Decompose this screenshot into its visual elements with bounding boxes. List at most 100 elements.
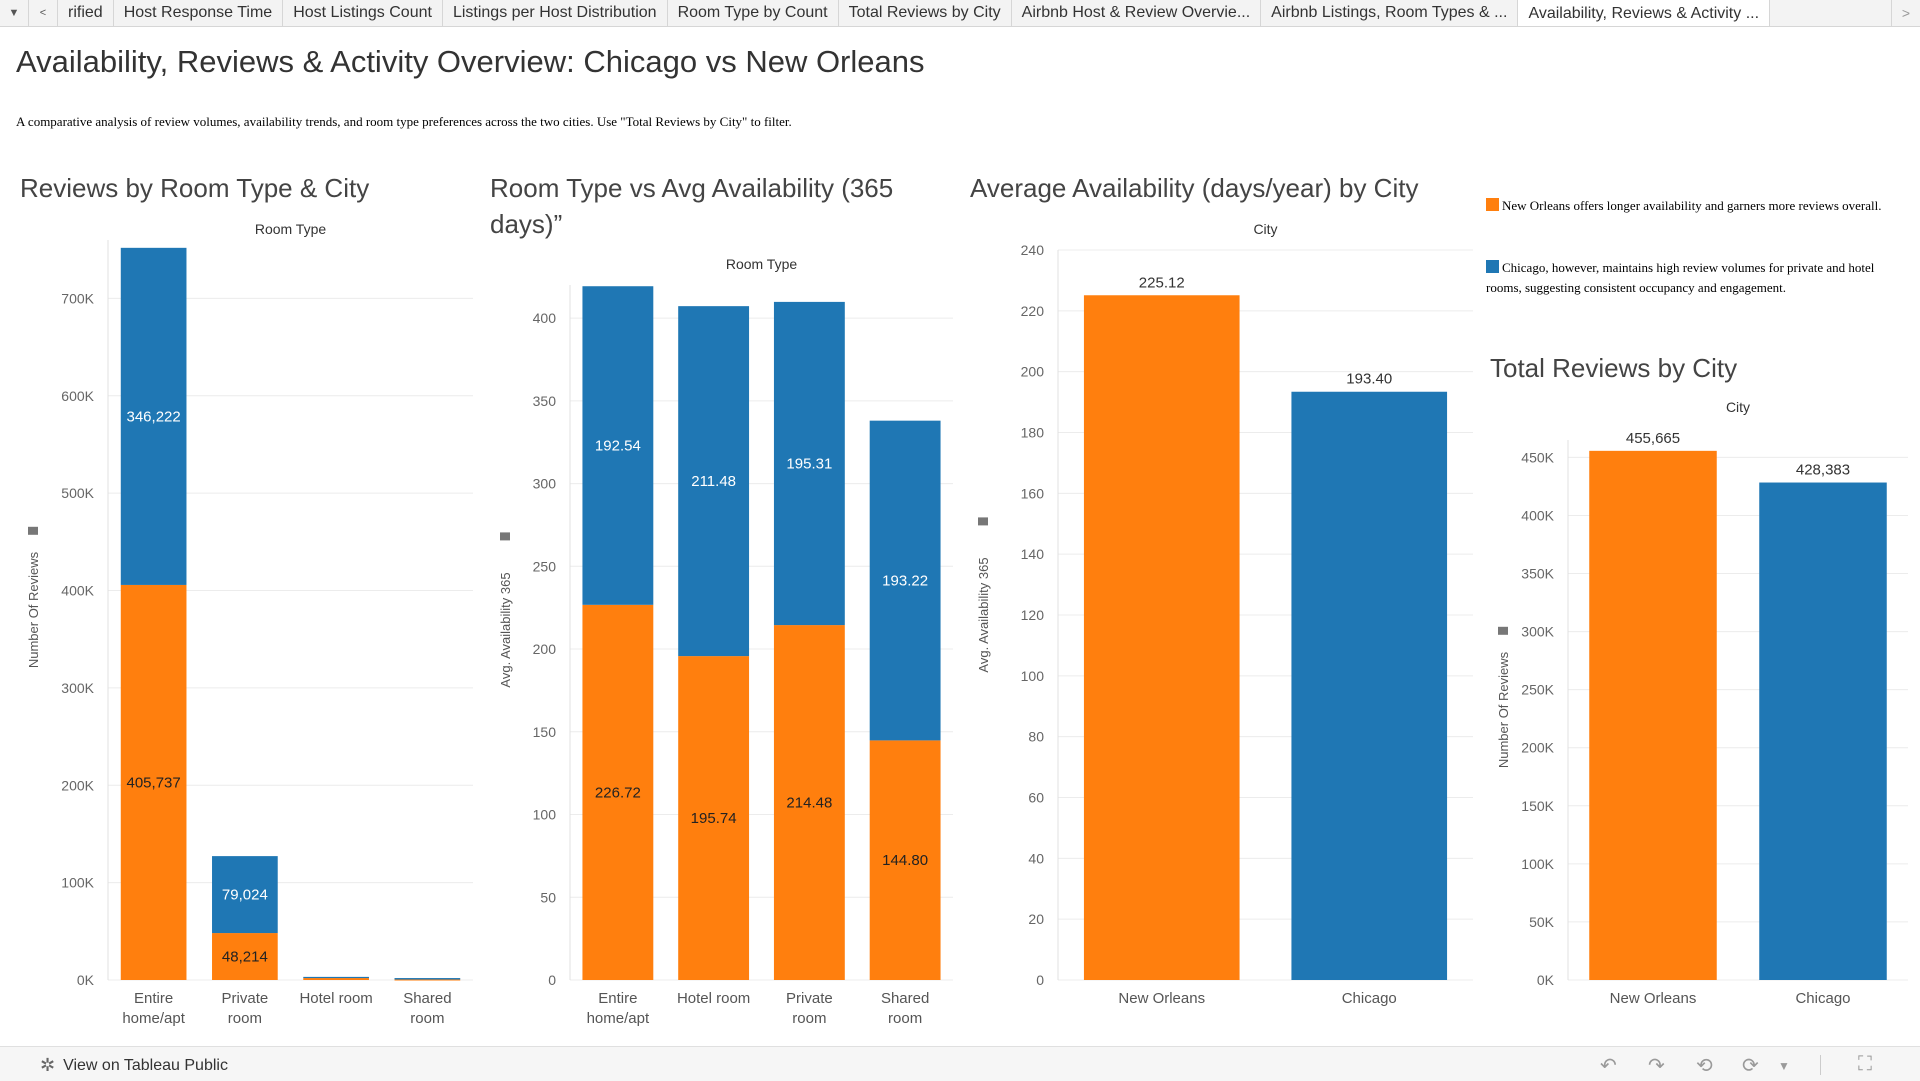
- y-tick-label: 40: [1028, 850, 1044, 866]
- y-axis-label: Avg. Availability 365: [498, 572, 513, 687]
- x-category-label: Hotel room: [299, 990, 372, 1007]
- bar-value-label: 144.80: [882, 852, 928, 869]
- y-tick-label: 200K: [61, 777, 94, 793]
- y-tick-label: 200K: [1521, 740, 1554, 756]
- bar-segment: [120, 247, 187, 585]
- sheet-tab[interactable]: Total Reviews by City: [839, 0, 1012, 26]
- bar-value-label: 195.31: [786, 455, 832, 472]
- y-tick-label: 300K: [1521, 624, 1554, 640]
- bar-value-label: 428,383: [1796, 462, 1850, 479]
- y-tick-label: 100K: [1521, 856, 1554, 872]
- x-category-label: Shared: [881, 990, 929, 1007]
- y-tick-label: 700K: [61, 290, 94, 306]
- redo-icon[interactable]: ↷: [1648, 1055, 1665, 1077]
- bar-value-label: 192.54: [595, 438, 641, 455]
- chart-title-avg-availability-city: Average Availability (days/year) by City: [970, 173, 1419, 203]
- x-category-label: Hotel room: [677, 990, 750, 1007]
- bar-segment: [394, 979, 461, 981]
- bar-segment: [394, 978, 461, 980]
- bar-value-label: 214.48: [786, 795, 832, 812]
- x-category-label: room: [410, 1010, 444, 1027]
- bar-value-label: 346,222: [127, 408, 181, 425]
- tab-menu-chevron-down-icon[interactable]: ▼: [0, 0, 29, 26]
- x-category-label: Shared: [403, 990, 451, 1007]
- y-tick-label: 20: [1028, 911, 1044, 927]
- refresh-menu-chevron-down-icon[interactable]: ▼: [1778, 1059, 1790, 1073]
- y-tick-label: 300K: [61, 680, 94, 696]
- fullscreen-icon[interactable]: ⛶: [1858, 1053, 1872, 1075]
- x-category-label: room: [888, 1010, 922, 1027]
- x-category-label: Entire: [134, 990, 173, 1007]
- sheet-tab[interactable]: rified: [58, 0, 114, 26]
- revert-icon[interactable]: ⟲: [1696, 1055, 1713, 1077]
- x-category-label: Chicago: [1342, 990, 1397, 1007]
- y-tick-label: 60: [1028, 790, 1044, 806]
- chart-title-total-reviews-city: Total Reviews by City: [1490, 353, 1738, 383]
- sheet-tab[interactable]: Airbnb Host & Review Overvie...: [1012, 0, 1262, 26]
- y-tick-label: 400K: [1521, 507, 1554, 523]
- bar-segment: [303, 978, 369, 980]
- y-tick-label: 400: [533, 310, 557, 326]
- sheet-tab[interactable]: Room Type by Count: [668, 0, 839, 26]
- chart-total-reviews-city: City 0K 50K 100K 150K 200K 250K 300K 350K 400K 450…: [1496, 399, 1908, 1007]
- column-header: City: [1253, 221, 1277, 237]
- undo-icon[interactable]: ↶: [1600, 1055, 1617, 1077]
- chicago-legend-swatch: [1486, 260, 1499, 273]
- x-category-label: Entire: [598, 990, 637, 1007]
- bar-segment: [303, 976, 369, 979]
- tab-next-chevron-right-icon[interactable]: >: [1891, 0, 1920, 26]
- bar-segment: [678, 656, 750, 980]
- bar-value-label: 455,665: [1626, 430, 1680, 447]
- chart-avg-availability-city: City 0 20 40 60 80 100 120 140 160 180 200 220 240 Avg…: [976, 221, 1473, 1007]
- sheet-tab[interactable]: Host Listings Count: [283, 0, 443, 26]
- y-tick-label: 250: [533, 558, 557, 574]
- tab-prev-chevron-left-icon[interactable]: <: [29, 0, 58, 26]
- y-tick-label: 100K: [61, 875, 94, 891]
- y-tick-label: 0K: [77, 972, 95, 988]
- sort-icon: [500, 532, 510, 541]
- sheet-tab-bar: ▼ < rified Host Response Time Host Listing…: [0, 0, 1920, 27]
- bar-value-label: 195.74: [691, 810, 737, 827]
- sort-icon: [1498, 626, 1508, 635]
- bar-segment: [869, 740, 941, 980]
- bar-value-label: 48,214: [222, 949, 268, 966]
- refresh-icon[interactable]: ⟳: [1742, 1055, 1759, 1077]
- y-tick-label: 400K: [61, 583, 94, 599]
- sheet-tab[interactable]: Listings per Host Distribution: [443, 0, 668, 26]
- x-category-label: New Orleans: [1610, 990, 1697, 1007]
- x-category-label: room: [792, 1010, 826, 1027]
- bar-segment: [212, 856, 278, 934]
- x-category-label: Private: [786, 990, 833, 1007]
- sheet-tab[interactable]: Host Response Time: [114, 0, 284, 26]
- y-tick-label: 0: [548, 972, 556, 988]
- x-category-label: home/apt: [587, 1010, 650, 1027]
- bar-value-label: 193.22: [882, 573, 928, 590]
- y-tick-label: 200: [533, 641, 557, 657]
- y-tick-label: 80: [1028, 729, 1044, 745]
- y-tick-label: 200: [1021, 364, 1045, 380]
- bar-segment: [212, 933, 278, 980]
- column-header: City: [1726, 399, 1750, 415]
- y-tick-label: 100: [1021, 668, 1045, 684]
- bar-value-label: 193.40: [1346, 371, 1392, 388]
- sheet-tab[interactable]: Airbnb Listings, Room Types & ...: [1261, 0, 1519, 26]
- y-tick-label: 450K: [1521, 449, 1554, 465]
- y-tick-label: 120: [1021, 607, 1045, 623]
- column-header: Room Type: [255, 221, 327, 237]
- bar: [1291, 391, 1448, 980]
- sheet-tabs: rified Host Response Time Host Listings Co…: [58, 0, 1891, 26]
- y-tick-label: 350: [533, 393, 557, 409]
- bar-value-label: 226.72: [595, 784, 641, 801]
- y-axis-label: Number Of Reviews: [26, 551, 41, 668]
- y-tick-label: 50K: [1529, 914, 1555, 930]
- y-tick-label: 160: [1021, 485, 1045, 501]
- column-header: Room Type: [726, 256, 798, 272]
- sheet-tab[interactable]: Availability, Reviews & Activity ...: [1518, 0, 1771, 26]
- chart-title-room-type-availability: Room Type vs Avg Availability (365 days)…: [490, 173, 894, 239]
- y-tick-label: 300: [533, 476, 557, 492]
- y-tick-label: 180: [1021, 425, 1045, 441]
- bar: [1083, 295, 1240, 980]
- y-axis-label: Avg. Availability 365: [976, 557, 991, 672]
- note-new-orleans-text: New Orleans offers longer availability a…: [1502, 198, 1882, 213]
- view-on-tableau-public-link[interactable]: ✲ View on Tableau Public: [40, 1055, 228, 1076]
